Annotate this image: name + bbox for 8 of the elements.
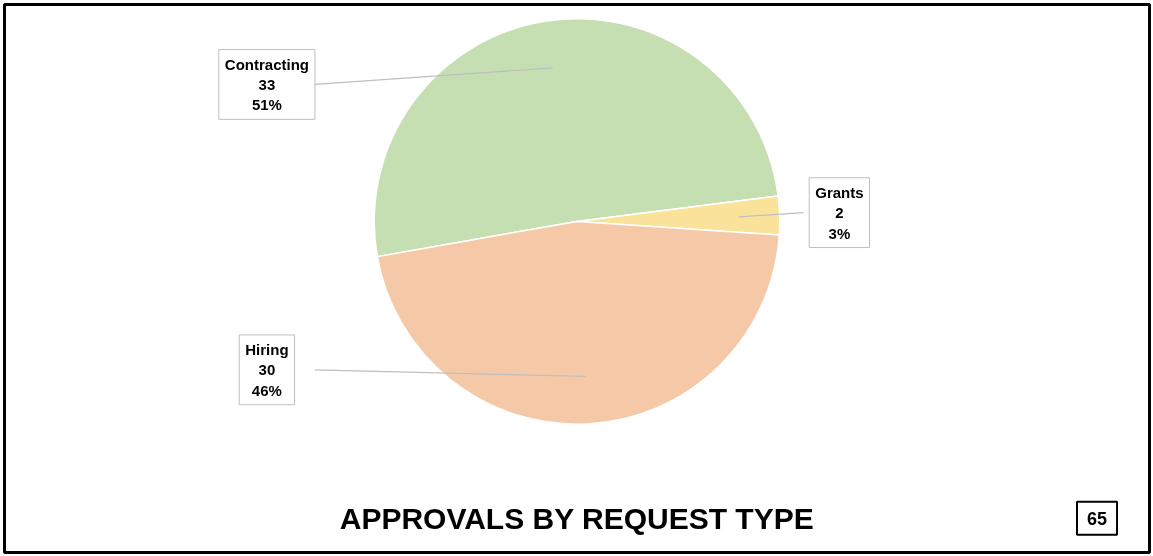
- slice-label: Contracting: [224, 55, 309, 73]
- text: 65: [1087, 508, 1108, 529]
- data-label: 2 3%: [828, 204, 851, 242]
- data-label: 33 51%: [251, 75, 282, 114]
- slice-label: Grants: [815, 183, 864, 201]
- slice-label: Hiring: [245, 340, 289, 358]
- text: APPROVALS BY REQUEST TYPE: [339, 501, 814, 535]
- data-label: 30 46%: [251, 361, 282, 399]
